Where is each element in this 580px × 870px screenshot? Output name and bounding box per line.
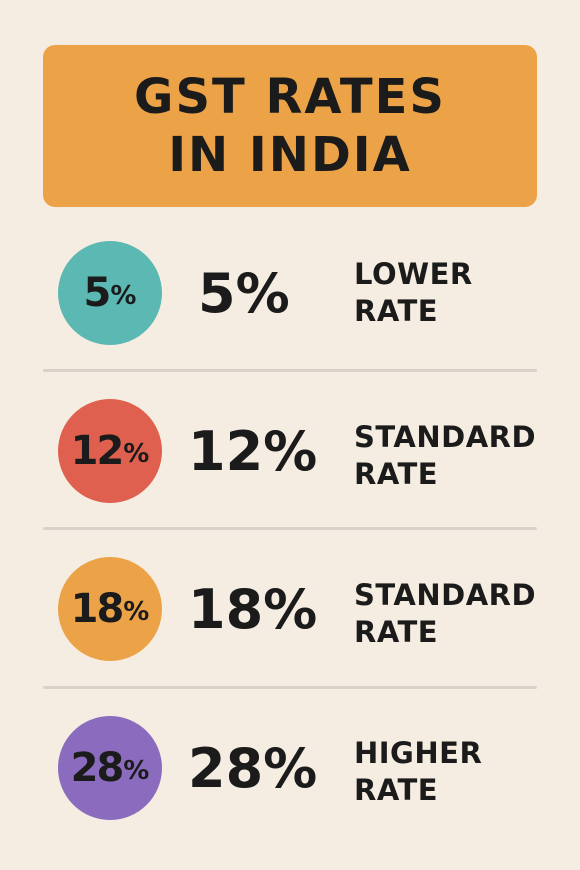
rate-label-line-1: STANDARD xyxy=(354,578,537,612)
divider xyxy=(43,369,537,372)
rate-value: 5% xyxy=(198,262,290,325)
rate-row-5: 5% 5% LOWER RATE xyxy=(0,238,580,348)
rate-badge-28: 28% xyxy=(58,716,162,820)
rate-label: STANDARD RATE xyxy=(354,419,536,493)
rate-badge-number: 28 xyxy=(70,745,125,791)
title-line-1: GST RATES xyxy=(134,69,446,125)
rate-badge-number: 5 xyxy=(83,270,112,316)
rate-label-line-1: HIGHER xyxy=(354,736,483,770)
rate-label: STANDARD RATE xyxy=(354,577,536,651)
rate-label-line-1: STANDARD xyxy=(354,420,537,454)
rate-label-line-2: RATE xyxy=(354,294,439,328)
rate-badge-percent: % xyxy=(123,756,150,786)
rate-badge-percent: % xyxy=(110,281,137,311)
rate-value: 12% xyxy=(188,420,318,483)
divider xyxy=(43,686,537,689)
rate-label-line-2: RATE xyxy=(354,615,439,649)
rate-label: LOWER RATE xyxy=(354,256,473,330)
rate-label-line-2: RATE xyxy=(354,773,439,807)
rate-row-28: 28% 28% HIGHER RATE xyxy=(0,714,580,824)
rate-label: HIGHER RATE xyxy=(354,735,482,809)
rate-badge-number: 18 xyxy=(70,586,125,632)
rate-label-line-1: LOWER xyxy=(354,257,473,291)
rate-badge-18: 18% xyxy=(58,557,162,661)
title-line-2: IN INDIA xyxy=(168,127,412,183)
rate-badge-12: 12% xyxy=(58,399,162,503)
rate-value: 28% xyxy=(188,737,318,800)
rate-label-line-2: RATE xyxy=(354,457,439,491)
rate-badge-percent: % xyxy=(123,439,150,469)
rate-row-12: 12% 12% STANDARD RATE xyxy=(0,396,580,506)
rate-badge-number: 12 xyxy=(70,428,125,474)
divider xyxy=(43,527,537,530)
rate-badge-percent: % xyxy=(123,597,150,627)
rate-row-18: 18% 18% STANDARD RATE xyxy=(0,555,580,665)
rate-badge-5: 5% xyxy=(58,241,162,345)
rate-value: 18% xyxy=(188,578,318,641)
title-banner: GST RATES IN INDIA xyxy=(43,45,537,207)
